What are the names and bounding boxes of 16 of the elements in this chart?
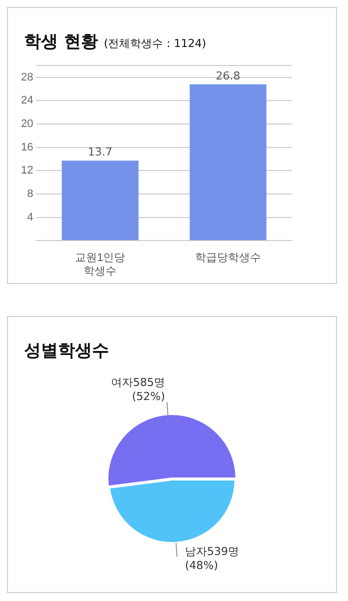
y-tick-label: 12 [20, 164, 34, 177]
y-tick-label: 4 [27, 211, 34, 224]
y-tick-label: 24 [20, 94, 34, 107]
data-label: 26.8 [216, 69, 240, 82]
y-tick-label: 28 [20, 71, 34, 84]
y-tick-label: 20 [20, 118, 34, 130]
chart-title: 성별학생수 [24, 340, 109, 362]
slice-label: 남자539명 (48%) [184, 544, 239, 572]
chart-title: 학생 현황 [24, 32, 98, 52]
y-tick-label: 8 [27, 188, 34, 200]
chart-subtitle: (전체학생수 : 1124) [104, 37, 206, 50]
y-tick-label: 16 [20, 141, 34, 154]
slice-label: 여자585명 (52%) [111, 376, 166, 404]
x-tick-label: 학급당학생수 [195, 252, 262, 264]
data-label: 13.7 [88, 146, 112, 159]
x-tick-label: 교원1인당 학생수 [75, 252, 126, 278]
